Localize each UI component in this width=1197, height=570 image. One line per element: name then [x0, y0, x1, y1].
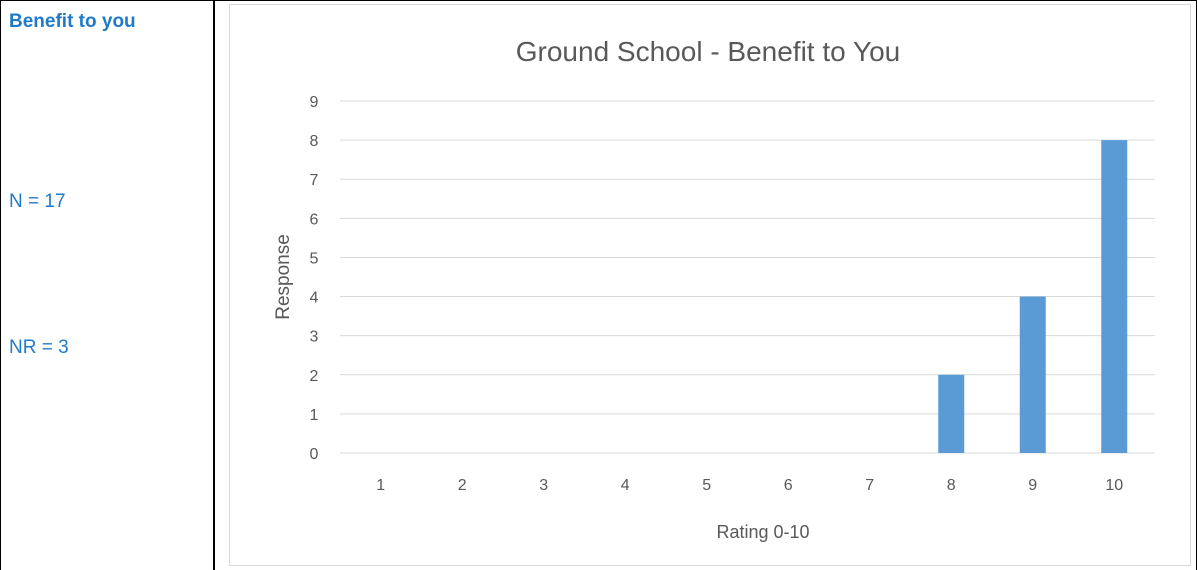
- y-tick-label: 2: [310, 368, 319, 385]
- table-border-top-right: [215, 0, 1197, 1]
- gridlines: [340, 100, 1155, 454]
- table-border-top: [0, 0, 213, 1]
- x-tick-label: 6: [784, 477, 793, 494]
- respondent-count: N = 17: [9, 191, 66, 212]
- y-tick-label: 7: [310, 172, 319, 189]
- x-tick-labels: 1 2 3 4 5 6 7 8 9 10: [376, 477, 1123, 494]
- y-tick-label: 0: [310, 446, 319, 463]
- x-axis-label: Rating 0-10: [716, 522, 809, 542]
- bar-rating-9: [1019, 296, 1046, 453]
- x-tick-label: 4: [621, 477, 630, 494]
- table-column-divider: [213, 0, 215, 570]
- section-title: Benefit to you: [9, 11, 136, 32]
- x-tick-label: 5: [702, 477, 711, 494]
- chart-title: Ground School - Benefit to You: [516, 36, 901, 67]
- summary-cell: Benefit to you N = 17 NR = 3: [1, 1, 213, 570]
- y-tick-label: 4: [310, 290, 319, 307]
- bar-rating-8: [938, 374, 965, 453]
- bar-rating-10: [1101, 140, 1128, 453]
- x-tick-label: 10: [1105, 477, 1123, 494]
- bars: [938, 140, 1128, 453]
- x-tick-label: 9: [1028, 477, 1037, 494]
- x-tick-label: 8: [947, 477, 956, 494]
- x-tick-label: 3: [539, 477, 548, 494]
- y-tick-label: 8: [310, 133, 319, 150]
- y-tick-label: 1: [310, 407, 319, 424]
- y-tick-label: 3: [310, 329, 319, 346]
- x-tick-label: 2: [458, 477, 467, 494]
- chart-container: Ground School - Benefit to You Response …: [229, 4, 1191, 566]
- y-axis-label: Response: [273, 234, 294, 320]
- y-tick-label: 5: [310, 250, 319, 267]
- x-tick-label: 7: [865, 477, 874, 494]
- x-tick-label: 1: [376, 477, 385, 494]
- y-tick-label: 9: [310, 94, 319, 111]
- y-tick-label: 6: [310, 211, 319, 228]
- no-response-count: NR = 3: [9, 337, 69, 358]
- bar-chart: Ground School - Benefit to You Response …: [273, 36, 1155, 542]
- y-tick-labels: 0 1 2 3 4 5 6 7 8 9: [310, 94, 319, 463]
- table-border-left: [0, 0, 1, 570]
